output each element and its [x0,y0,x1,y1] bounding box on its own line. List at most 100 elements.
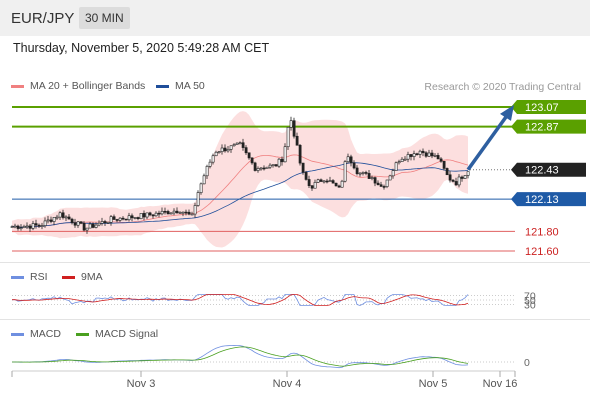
candle-body [169,212,173,215]
candle-body [235,142,239,145]
candle-body [175,210,179,214]
candle-body [415,153,419,156]
candle-body [466,171,470,176]
candle-body [394,162,398,171]
ma20-line [11,154,469,228]
candle-body [463,175,467,179]
projection-arrow-head [500,104,514,121]
candle-body [109,216,113,223]
legend-ma50: MA 50 [156,80,205,92]
candle-body [142,213,146,218]
candle-body [70,218,74,224]
candle-body [13,225,17,228]
level-tag-resistance [511,119,586,134]
candle-body [145,212,149,218]
currency-pair: EUR/JPY [11,10,75,27]
candle-body [61,212,65,218]
candle-body [127,215,131,221]
candle-body [118,217,122,221]
candle-body [424,152,428,157]
candle-body [457,176,461,186]
current-price-tag [511,162,586,177]
legend-macd: MACD [11,328,61,340]
candle-body [22,226,26,229]
bollinger-band [12,111,468,248]
credit-text: Research © 2020 Trading Central [424,81,581,93]
header-bar: EUR/JPY 30 MIN [0,0,590,36]
candle-body [448,174,452,181]
level-label: 121.80 [525,226,559,238]
candle-body [334,182,338,187]
candle-body [58,212,62,218]
x-axis-label: Nov 5 [419,378,448,390]
legend-label: 9MA [81,271,103,283]
candle-body [418,150,422,155]
candle-body [349,156,353,164]
candle-body [196,192,200,206]
level-label: 123.07 [525,102,559,114]
candle-body [259,167,263,170]
level-label: 122.43 [525,165,559,177]
candle-body [364,172,368,174]
candle-body [277,158,281,167]
candle-body [241,142,245,148]
candle-body [103,221,107,224]
candle-body [280,158,284,163]
candle-body [328,180,332,182]
candle-body [46,219,50,222]
panel-divider [0,262,590,263]
rsi-level-label: 50 [524,295,536,307]
timeframe-button[interactable]: 30 MIN [79,7,130,29]
candle-body [40,225,44,227]
candle-body [247,152,251,159]
candle-body [232,144,236,147]
candle-body [313,182,317,189]
candle-body [154,212,158,217]
candle-body [112,216,116,220]
candle-body [211,155,215,163]
candle-body [316,179,320,183]
candle-body [79,221,83,224]
candle-body [445,168,449,176]
candle-body [106,221,110,224]
legend-label: MA 50 [175,80,205,92]
candle-body [412,153,416,157]
candle-body [64,216,68,219]
macd-signal-line [12,346,469,367]
candle-body [205,166,209,177]
rsi-ma-line [12,294,469,306]
candle-body [130,215,134,219]
candle-body [244,147,248,154]
candle-body [286,127,290,148]
projection-arrow-shaft [466,115,508,171]
candle-body [88,223,92,229]
candle-body [55,216,59,219]
candle-body [403,158,407,161]
candle-body [325,180,329,183]
candle-body [43,220,47,226]
candle-body [400,158,404,163]
candle-body [319,179,323,182]
candle-body [307,179,311,186]
candle-body [439,158,443,162]
candle-body [388,175,392,181]
legend-rsi: RSI [11,271,48,283]
candle-body [160,210,164,215]
candle-body [436,155,440,160]
candle-body [91,223,95,228]
candle-body [67,216,71,220]
candle-body [181,211,185,214]
candle-body [454,181,458,186]
candle-body [223,147,227,152]
candle-body [139,213,143,219]
candle-body [340,180,344,188]
level-label: 121.60 [525,246,559,258]
candle-body [166,211,170,215]
candle-body [292,120,296,137]
candle-body [214,151,218,157]
candle-body [265,166,269,169]
candle-body [226,149,230,152]
candle-body [427,152,431,157]
candle-body [34,223,38,226]
